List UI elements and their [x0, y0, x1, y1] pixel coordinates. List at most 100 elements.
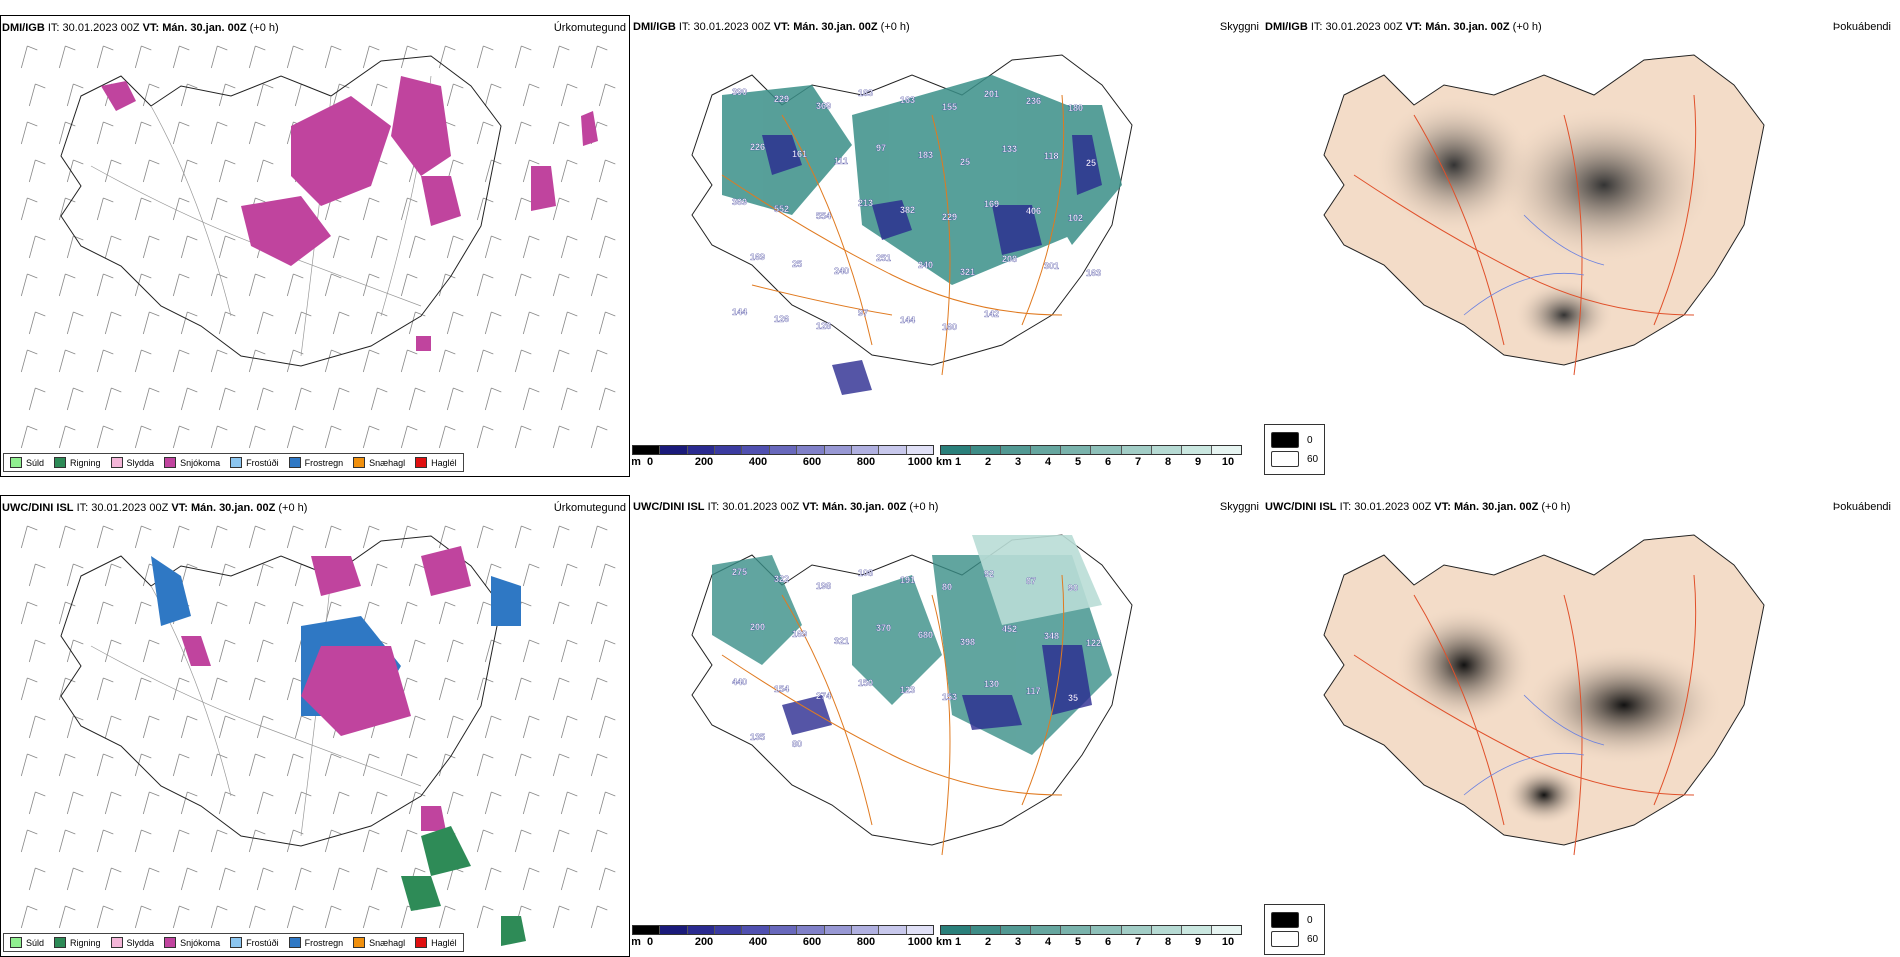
wind-barb — [438, 905, 456, 929]
wind-barb — [210, 121, 228, 145]
it-label: IT: — [76, 502, 89, 514]
precip-legend: Súld Rigning Slydda Snjókoma Frostúði Frostre… — [3, 453, 464, 472]
precip-legend: Súld Rigning Slydda Snjókoma Frostúði Frostre… — [3, 933, 464, 952]
wind-barb — [552, 753, 570, 777]
fog-legend-row: 0 — [1271, 432, 1318, 448]
precip-map-top — [20, 45, 616, 449]
wind-barb — [446, 235, 464, 259]
cloud-base-label: 92 — [984, 569, 994, 579]
scale-tick: 3 — [1014, 936, 1022, 948]
cloud-base-label: 226 — [750, 142, 765, 152]
wind-barb — [286, 273, 304, 297]
wind-barb — [286, 45, 304, 69]
init-time: 30.01.2023 00Z — [1354, 501, 1432, 513]
cloud-base-label: 200 — [750, 622, 765, 632]
scale-tick: 400 — [748, 456, 768, 468]
wind-barb — [248, 45, 266, 69]
colorbar-cell — [1061, 926, 1092, 934]
wind-barb — [590, 525, 608, 549]
wind-barb — [590, 829, 608, 853]
colorbar-cell — [633, 926, 661, 934]
cloud-base-label: 406 — [1026, 206, 1041, 216]
wind-barb — [514, 197, 532, 221]
legend-item: Súld — [10, 457, 44, 468]
wind-barb — [256, 83, 274, 107]
wind-barb — [172, 905, 190, 929]
wind-barb — [324, 753, 342, 777]
wind-barb — [96, 829, 114, 853]
wind-barb — [20, 349, 38, 373]
wind-barb — [20, 677, 38, 701]
scale-tick: 800 — [856, 456, 876, 468]
cloud-ticks: m 0 200 400 600 800 1000 — [632, 935, 932, 949]
scale-tick: 8 — [1164, 936, 1172, 948]
cloud-colorbar — [632, 445, 934, 455]
wind-barb — [438, 677, 456, 701]
scale-tick: 10 — [1221, 936, 1235, 948]
cloud-base-label: 118 — [1044, 151, 1059, 161]
wind-barb — [134, 425, 152, 449]
wind-barb — [142, 715, 160, 739]
wind-barb — [514, 121, 532, 145]
wind-barb — [58, 677, 76, 701]
wind-barb — [514, 677, 532, 701]
cloud-base-label: 161 — [792, 149, 807, 159]
wind-barb — [248, 601, 266, 625]
cloud-base-label: 80 — [942, 582, 952, 592]
wind-barb — [408, 791, 426, 815]
wind-barb — [362, 197, 380, 221]
wind-barb — [28, 867, 46, 891]
legend-label: Súld — [26, 937, 45, 948]
model-name: UWC/DINI ISL — [633, 501, 705, 513]
wind-barb — [552, 829, 570, 853]
wind-barb — [210, 45, 228, 69]
valid-time: Mán. 30.jan. 00Z — [821, 501, 907, 513]
wind-barb — [522, 235, 540, 259]
wind-barb — [248, 905, 266, 929]
wind-barb — [514, 349, 532, 373]
wind-barb — [476, 45, 494, 69]
wind-barb — [218, 563, 236, 587]
colorbar-cell — [971, 446, 1002, 454]
wind-barb — [522, 387, 540, 411]
wind-barb — [362, 601, 380, 625]
wind-barb — [598, 563, 616, 587]
panel-title: Úrkomutegund — [553, 502, 626, 514]
wind-barb — [134, 905, 152, 929]
wind-barb — [552, 349, 570, 373]
wind-barb — [134, 349, 152, 373]
wind-barb — [332, 235, 350, 259]
colorbar-cell — [851, 926, 880, 934]
wind-barb — [590, 601, 608, 625]
scale-tick: 1000 — [907, 936, 933, 948]
scale-tick: 1000 — [907, 456, 933, 468]
colorbar-cell — [742, 446, 770, 454]
wind-barb — [96, 677, 114, 701]
wind-barb — [218, 791, 236, 815]
wind-barb — [134, 753, 152, 777]
scale-tick: 4 — [1044, 456, 1052, 468]
cloud-base-label: 169 — [984, 199, 999, 209]
wind-barb — [514, 273, 532, 297]
wind-barb — [104, 639, 122, 663]
wind-barb — [370, 235, 388, 259]
cloud-colorbar — [632, 925, 934, 935]
visibility-scale: km 1 2 3 4 5 6 7 8 9 10 — [936, 925, 1242, 949]
wind-barb — [294, 715, 312, 739]
wind-barb — [218, 311, 236, 335]
wind-barb — [560, 715, 578, 739]
wind-barb — [20, 829, 38, 853]
wind-barb — [294, 387, 312, 411]
legend-item: Rigning — [54, 937, 101, 948]
scale-tick: 0 — [646, 936, 654, 948]
wind-barb — [438, 273, 456, 297]
legend-item: Snjókoma — [164, 937, 220, 948]
wind-barb — [142, 867, 160, 891]
scale-unit: km — [936, 936, 952, 948]
model-name: DMI/IGB — [633, 21, 676, 33]
wind-barb — [172, 829, 190, 853]
wind-barb — [408, 639, 426, 663]
wind-barb — [446, 311, 464, 335]
colorbar-cell — [742, 926, 770, 934]
cloud-base-label: 274 — [816, 691, 831, 701]
